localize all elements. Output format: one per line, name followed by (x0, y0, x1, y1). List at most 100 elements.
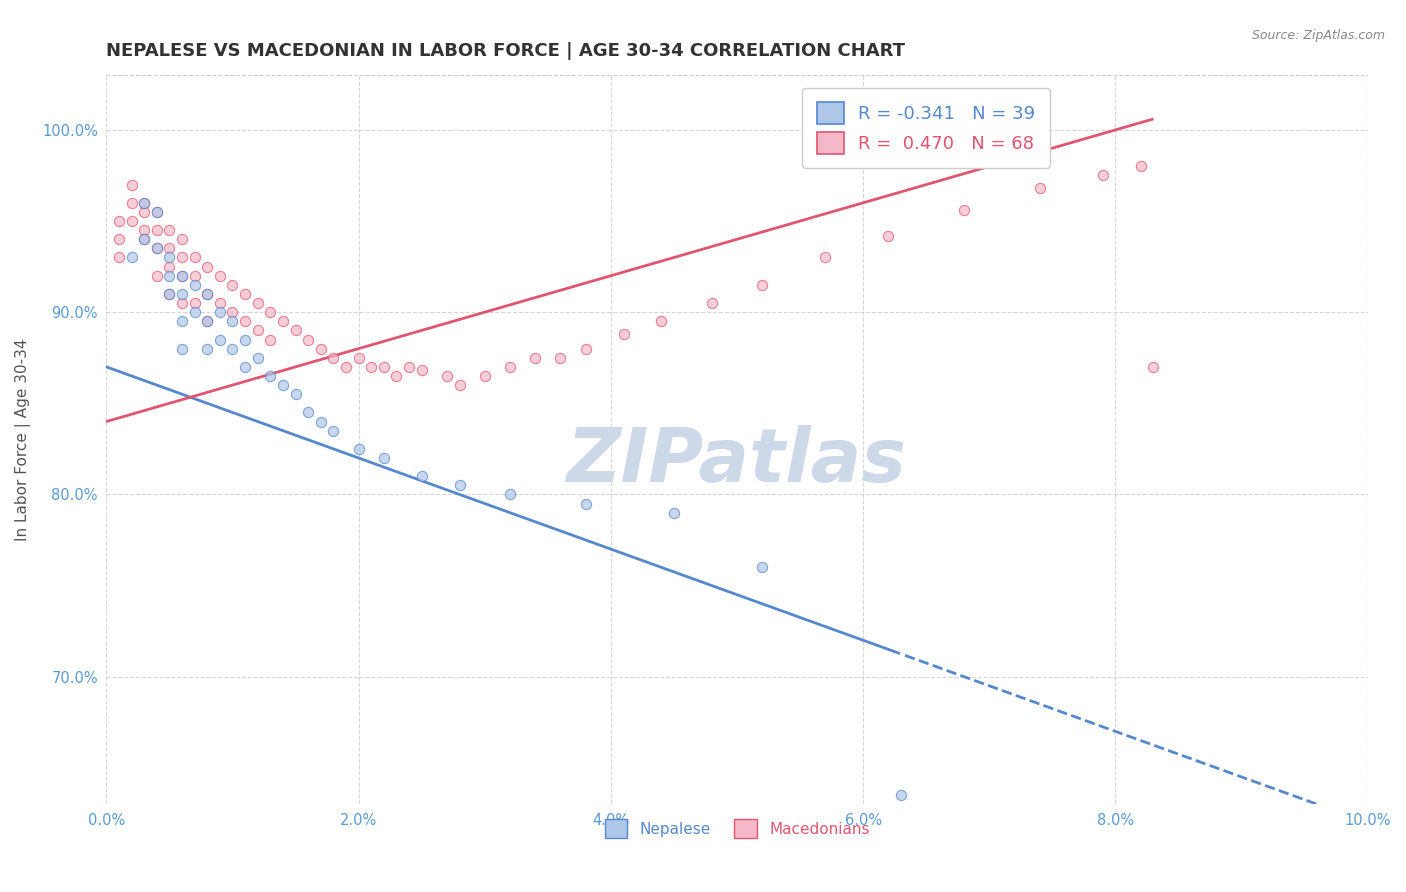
Point (385, 368, 408, 383)
Point (195, 342, 218, 356)
Point (121, 178, 143, 192)
Point (575, 497, 598, 511)
Point (208, 305, 231, 319)
Point (436, 368, 458, 383)
Point (183, 277, 205, 292)
Point (170, 314, 193, 328)
Point (195, 314, 218, 328)
Point (650, 314, 672, 328)
Point (170, 268, 193, 283)
Point (108, 214, 131, 228)
Point (170, 296, 193, 310)
Point (121, 251, 143, 265)
Point (146, 268, 169, 283)
Point (322, 424, 344, 438)
Point (814, 251, 837, 265)
Point (183, 305, 205, 319)
Legend: Nepalese, Macedonians: Nepalese, Macedonians (599, 814, 876, 844)
Point (499, 487, 522, 501)
Point (953, 203, 976, 218)
Point (170, 232, 193, 246)
Point (208, 268, 231, 283)
Point (309, 415, 332, 429)
Point (347, 351, 370, 365)
Point (271, 314, 294, 328)
Point (347, 442, 370, 456)
Point (1029, 181, 1052, 195)
Point (246, 351, 269, 365)
Point (108, 251, 131, 265)
Point (134, 195, 156, 210)
Point (146, 205, 169, 219)
Point (121, 214, 143, 228)
Point (297, 333, 319, 347)
Point (157, 260, 180, 274)
Point (134, 223, 156, 237)
Point (170, 287, 193, 301)
Point (499, 359, 522, 374)
Point (284, 387, 307, 401)
Point (208, 296, 231, 310)
Point (284, 323, 307, 337)
Point (373, 450, 395, 465)
Point (890, 788, 912, 802)
Point (449, 378, 471, 392)
Point (170, 251, 193, 265)
Point (146, 205, 169, 219)
Point (221, 342, 243, 356)
Point (259, 305, 281, 319)
Point (322, 351, 344, 365)
Point (271, 378, 294, 392)
Point (208, 333, 231, 347)
Point (360, 359, 382, 374)
Point (524, 351, 547, 365)
Point (233, 333, 256, 347)
Point (449, 478, 471, 492)
Point (195, 260, 218, 274)
Point (550, 351, 572, 365)
Point (157, 268, 180, 283)
Point (751, 560, 773, 574)
Point (373, 359, 395, 374)
Point (146, 241, 169, 255)
Point (877, 228, 900, 243)
Point (309, 342, 332, 356)
Point (170, 342, 193, 356)
Point (233, 314, 256, 328)
Point (183, 296, 205, 310)
Point (751, 277, 773, 292)
Text: Source: ZipAtlas.com: Source: ZipAtlas.com (1251, 29, 1385, 42)
Point (1091, 169, 1114, 183)
Point (246, 296, 269, 310)
Point (108, 232, 131, 246)
Point (183, 268, 205, 283)
Text: NEPALESE VS MACEDONIAN IN LABOR FORCE | AGE 30-34 CORRELATION CHART: NEPALESE VS MACEDONIAN IN LABOR FORCE | … (107, 42, 905, 60)
Point (297, 405, 319, 419)
Point (233, 359, 256, 374)
Point (134, 232, 156, 246)
Point (157, 251, 180, 265)
Point (183, 251, 205, 265)
Point (157, 287, 180, 301)
Point (170, 268, 193, 283)
Point (575, 342, 598, 356)
Point (195, 287, 218, 301)
Point (700, 296, 723, 310)
Point (157, 241, 180, 255)
Point (246, 323, 269, 337)
Point (221, 314, 243, 328)
Point (411, 469, 433, 483)
Point (1142, 359, 1164, 374)
Point (157, 287, 180, 301)
Point (121, 195, 143, 210)
Y-axis label: In Labor Force | Age 30-34: In Labor Force | Age 30-34 (15, 338, 31, 541)
Point (259, 333, 281, 347)
Point (221, 305, 243, 319)
Point (134, 232, 156, 246)
Point (411, 363, 433, 377)
Point (221, 277, 243, 292)
Point (134, 195, 156, 210)
Point (195, 314, 218, 328)
Point (146, 241, 169, 255)
Point (335, 359, 357, 374)
